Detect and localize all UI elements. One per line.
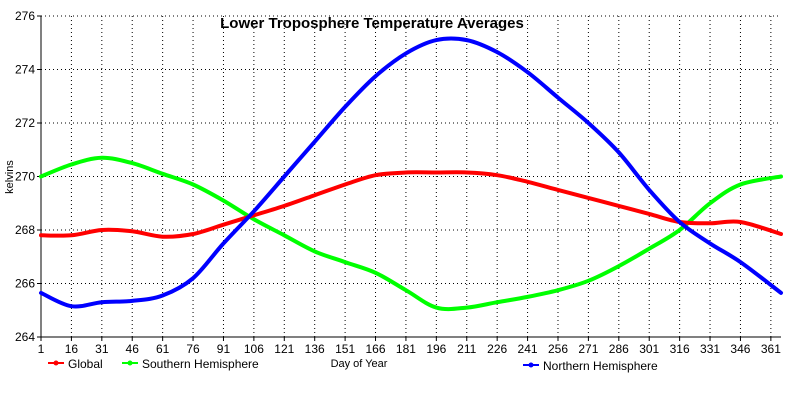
x-tick-label: 226: [487, 342, 507, 356]
legend-label-southern-hemisphere: Southern Hemisphere: [142, 357, 259, 371]
x-tick-label: 136: [305, 342, 325, 356]
x-tick-label: 121: [274, 342, 294, 356]
x-tick-label: 346: [730, 342, 750, 356]
chart-title: Lower Troposphere Temperature Averages: [220, 15, 524, 32]
x-tick-label: 286: [609, 342, 629, 356]
x-tick-label: 301: [639, 342, 659, 356]
y-tick-label: 270: [15, 170, 35, 184]
legend-marker-global: [53, 360, 59, 366]
x-tick-label: 316: [670, 342, 690, 356]
x-tick-label: 106: [244, 342, 264, 356]
x-tick-label: 361: [761, 342, 781, 356]
x-tick-label: 181: [396, 342, 416, 356]
x-tick-label: 166: [366, 342, 386, 356]
x-axis-title: Day of Year: [331, 358, 388, 370]
x-tick-label: 271: [578, 342, 598, 356]
x-tick-label: 31: [95, 342, 109, 356]
x-tick-label: 91: [217, 342, 231, 356]
x-tick-label: 331: [700, 342, 720, 356]
y-tick-label: 274: [15, 63, 35, 77]
legend-label-global: Global: [68, 357, 103, 371]
x-tick-label: 211: [457, 342, 476, 356]
legend-label-northern-hemisphere: Northern Hemisphere: [543, 359, 658, 373]
x-tick-label: 196: [426, 342, 446, 356]
x-tick-label: 241: [518, 342, 538, 356]
x-tick-label: 61: [156, 342, 170, 356]
y-axis-title: kelvins: [4, 160, 16, 194]
legend-marker-southern-hemisphere: [127, 360, 133, 366]
y-tick-label: 272: [15, 116, 35, 130]
x-tick-label: 151: [335, 342, 355, 356]
y-tick-label: 276: [15, 9, 35, 23]
y-tick-label: 266: [15, 277, 35, 291]
y-tick-label: 264: [15, 330, 35, 344]
x-tick-label: 1: [38, 342, 45, 356]
x-tick-label: 16: [65, 342, 79, 356]
series-line-northern-hemisphere: [39, 36, 783, 309]
x-tick-label: 256: [548, 342, 568, 356]
series-line-southern-hemisphere: [39, 155, 783, 312]
legend-marker-northern-hemisphere: [528, 362, 534, 368]
x-tick-label: 76: [186, 342, 200, 356]
y-tick-label: 268: [15, 223, 35, 237]
x-tick-label: 46: [126, 342, 140, 356]
series-line-global: [39, 170, 783, 239]
